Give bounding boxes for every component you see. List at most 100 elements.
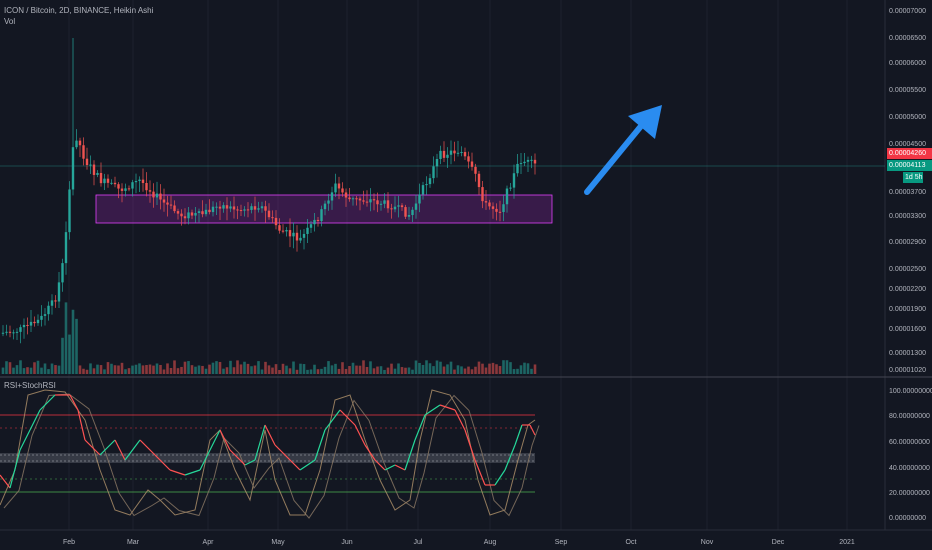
- volume-bar: [348, 366, 351, 374]
- volume-bar: [222, 368, 225, 374]
- time-axis-label: Oct: [626, 539, 637, 546]
- candle-body: [204, 209, 208, 215]
- candle-body: [470, 161, 474, 167]
- volume-bar: [71, 309, 75, 374]
- price-axis-label: 0.00003300: [889, 213, 926, 220]
- volume-label[interactable]: Vol: [4, 17, 16, 26]
- rsi-segment: [414, 414, 426, 441]
- volume-bar: [54, 365, 57, 374]
- volume-bar: [197, 365, 201, 374]
- rsi-segment: [504, 444, 516, 471]
- candle-body: [236, 209, 239, 211]
- candle-body: [502, 204, 505, 213]
- time-axis-label: Apr: [203, 539, 215, 546]
- volume-bar: [148, 364, 152, 374]
- volume-bar: [400, 367, 404, 374]
- indicator-axis-label: 20.00000000: [889, 490, 930, 497]
- volume-bar: [260, 369, 264, 374]
- volume-bar: [110, 363, 113, 374]
- candle-body: [369, 199, 372, 203]
- price-axis-label: 0.00002500: [889, 266, 926, 273]
- volume-bar: [309, 369, 313, 374]
- volume-bar: [138, 363, 141, 374]
- volume-bar: [481, 363, 484, 374]
- symbol-title[interactable]: ICON / Bitcoin, 2D, BINANCE, Heikin Ashi: [4, 6, 154, 15]
- volume-bar: [495, 364, 498, 374]
- volume-bar: [211, 362, 215, 374]
- candle-body: [253, 206, 257, 210]
- candle-body: [190, 212, 194, 216]
- volume-bar: [229, 360, 232, 374]
- candle-body: [313, 219, 316, 225]
- indicator-axis[interactable]: 100.00000000 80.00000000 60.00000000 40.000…: [889, 388, 932, 522]
- candle-body: [418, 194, 421, 204]
- rsi-segment: [364, 444, 376, 461]
- candle-body: [201, 211, 204, 215]
- candle-body: [376, 200, 379, 205]
- volume-bar: [435, 360, 439, 374]
- price-axis[interactable]: 0.00007000 0.00006500 0.00006000 0.00005500…: [889, 8, 926, 374]
- candle-body: [215, 206, 218, 208]
- rsi-segment: [124, 439, 141, 461]
- volume-bar: [446, 364, 449, 374]
- rsi-segment: [494, 469, 506, 486]
- volume-bar: [498, 366, 502, 374]
- volume-bar: [407, 367, 411, 374]
- volume-bar: [40, 367, 43, 374]
- time-axis[interactable]: Feb Mar Apr May Jun Jul Aug Sep Oct Nov Dec 2021: [63, 539, 855, 546]
- volume-bar: [1, 367, 5, 374]
- candle-body: [523, 161, 526, 164]
- volume-bar: [484, 367, 488, 374]
- rsi-segment: [209, 429, 221, 451]
- candle-body: [243, 209, 246, 211]
- candle-body: [362, 200, 365, 202]
- volume-bar: [47, 369, 50, 374]
- candle-body: [92, 164, 96, 175]
- candle-body: [64, 232, 68, 264]
- volume-bar: [516, 368, 519, 374]
- indicator-axis-label: 0.00000000: [889, 515, 926, 522]
- volume-bar: [288, 368, 292, 374]
- volume-bar: [103, 369, 106, 374]
- volume-bar: [533, 364, 537, 374]
- volume-bar: [418, 362, 421, 374]
- rsi-segment: [184, 469, 201, 476]
- candle-body: [439, 150, 442, 159]
- volume-bar: [257, 361, 260, 374]
- rsi-segment: [9, 449, 21, 489]
- time-axis-label: May: [271, 539, 285, 546]
- candle-body: [159, 193, 162, 200]
- price-axis-label: 0.00005500: [889, 87, 926, 94]
- candle-body: [12, 332, 15, 334]
- volume-bar: [131, 365, 134, 374]
- price-tag-red: 0.00004260: [887, 148, 932, 159]
- volume-bar: [85, 369, 89, 374]
- candle-body: [425, 184, 428, 186]
- candles: [1, 38, 537, 344]
- candle-body: [491, 206, 495, 209]
- rsi-segment: [244, 459, 256, 466]
- candle-body: [43, 314, 47, 316]
- rsi-segment: [299, 459, 316, 471]
- volume-bar: [145, 365, 148, 374]
- candle-body: [176, 211, 180, 214]
- volume-bar: [376, 366, 379, 374]
- candle-body: [285, 230, 288, 232]
- rsi-segment: [424, 404, 441, 416]
- rsi-segment: [84, 439, 101, 456]
- candle-body: [302, 233, 306, 238]
- candle-body: [334, 183, 337, 193]
- candle-body: [316, 219, 320, 222]
- candle-body: [47, 305, 50, 315]
- candle-body: [113, 182, 117, 185]
- volume-bar: [15, 365, 19, 374]
- candle-body: [453, 150, 456, 154]
- candle-body: [372, 199, 376, 201]
- volume-bar: [411, 369, 414, 374]
- candle-body: [152, 191, 155, 198]
- candle-body: [278, 225, 281, 231]
- candle-body: [281, 230, 285, 232]
- candle-body: [358, 198, 362, 201]
- indicator-title[interactable]: RSI+StochRSI: [4, 381, 56, 390]
